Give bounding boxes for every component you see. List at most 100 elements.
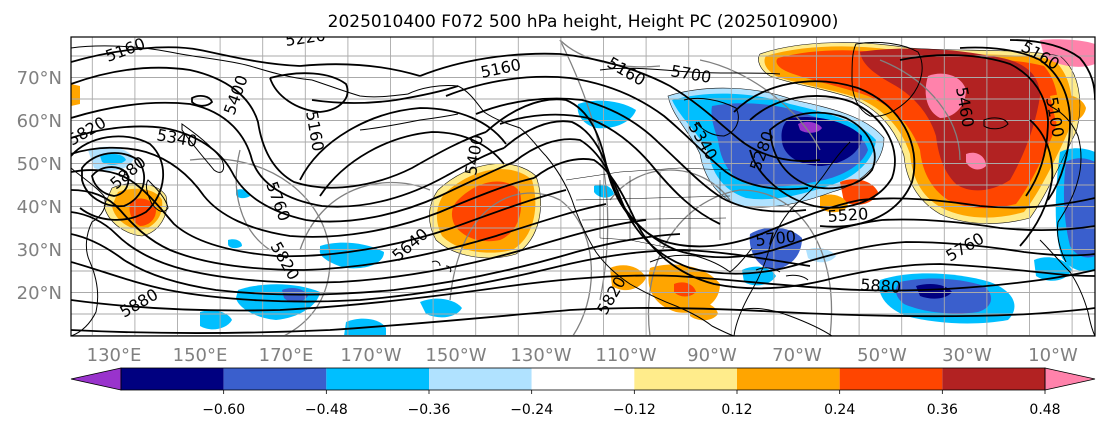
- latitude-tick-label: 70°N: [17, 68, 62, 89]
- latitude-tick-label: 40°N: [17, 197, 62, 218]
- contour-3: [71, 101, 505, 208]
- longitude-tick-label: 30°W: [942, 345, 992, 366]
- contour-eu-1: [899, 54, 1049, 197]
- contour-bering-loop: [269, 72, 349, 113]
- guide-circle-5: [609, 169, 731, 201]
- anomaly-shading: [71, 39, 1095, 336]
- outline-na: [667, 87, 885, 208]
- contour-1: [71, 46, 301, 67]
- shade-npac-sky-4: [420, 298, 462, 318]
- shade-wpac-blue2: [100, 153, 126, 165]
- colorbar-tick-label: −0.48: [305, 402, 348, 418]
- contour-9: [71, 233, 681, 296]
- coast-asia-east: [71, 167, 106, 336]
- guide-circle-7: [699, 59, 821, 151]
- contour-wpac-low-3: [71, 135, 164, 221]
- guide-circle-3: [449, 192, 592, 336]
- contour-arctic-2: [445, 75, 809, 191]
- colorbar-segment: [531, 368, 635, 390]
- shade-natl-pink-3: [966, 152, 986, 170]
- shade-natl-orange-east: [1050, 94, 1086, 124]
- contour-na-1: [485, 98, 1095, 248]
- colorbar-tick-label: 0.48: [1029, 402, 1060, 418]
- contour-10: [71, 249, 811, 303]
- coast-bering: [311, 79, 409, 98]
- longitude-tick-label: 150°W: [425, 345, 486, 366]
- contour-natl-low-3: [733, 80, 916, 228]
- longitude-tick-label: 170°W: [340, 345, 401, 366]
- shade-ca-orangered: [674, 282, 696, 297]
- longitude-tick-label: 50°W: [857, 345, 907, 366]
- contour-arctic-4: [499, 113, 721, 225]
- colorbar-segment: [634, 368, 737, 390]
- colorbar: −0.60 −0.48 −0.36 −0.24 −0.12 0.12 0.24 0.36 0.4…: [70, 367, 1096, 418]
- coast-siberia: [71, 45, 313, 81]
- contour-label: 5880: [860, 275, 902, 297]
- colorbar-tick-label: −0.24: [510, 402, 553, 418]
- colorbar-extend-high: [1044, 367, 1096, 391]
- contour-arctic-3: [475, 97, 807, 213]
- latitude-tick-label: 50°N: [17, 154, 62, 175]
- colorbar-segment: [223, 368, 327, 390]
- contour-cpac-low-2: [319, 131, 505, 197]
- colorbar-tick-label: −0.36: [408, 402, 451, 418]
- coast-alaska: [407, 85, 547, 157]
- colorbar-segment: [737, 368, 840, 390]
- longitude-tick-label: 10°W: [1028, 345, 1078, 366]
- contour-6: [71, 169, 567, 258]
- contour-4: [71, 125, 515, 223]
- colorbar-tick-label: 0.12: [721, 402, 752, 418]
- shade-na-sky-small: [594, 184, 614, 198]
- contour-ak-small: [191, 95, 214, 107]
- shade-wpac-orangered: [129, 198, 156, 226]
- colorbar-tick-label: 0.36: [927, 402, 958, 418]
- longitude-tick-label: 150°E: [173, 345, 228, 366]
- colorbar-segment: [839, 368, 943, 390]
- contour-na-3: [513, 138, 1095, 275]
- map-title: 2025010400 F072 500 hPa height, Height P…: [328, 12, 839, 32]
- contour-label: 5520: [827, 204, 869, 226]
- latitude-tick-label: 30°N: [17, 240, 62, 261]
- colorbar-segment: [121, 368, 224, 390]
- colorbar-tick-label: −0.60: [202, 402, 245, 418]
- outline-natl: [758, 42, 1081, 224]
- contour-natl-low-2: [749, 95, 896, 209]
- border-states-2: [575, 195, 731, 221]
- contour-11: [71, 269, 1095, 312]
- shade-natl-pink: [925, 73, 966, 118]
- coast-europe: [1049, 105, 1082, 263]
- contour-arctic-1: [419, 52, 821, 162]
- guide-circle-9: [235, 149, 271, 251]
- contour-5: [71, 146, 535, 238]
- colorbar-extend-low: [70, 367, 122, 391]
- height-contours: [71, 39, 1095, 334]
- shade-npac-sky-2: [200, 310, 232, 330]
- contour-wpac-low-1: [91, 166, 130, 197]
- shade-ca-orange-1: [610, 265, 646, 291]
- contour-na-4: [533, 158, 1095, 290]
- shade-satl-navy: [916, 284, 952, 299]
- latitude-labels: 20°N 30°N 40°N 50°N 60°N 70°N: [17, 68, 62, 304]
- contour-eu-4: [1019, 119, 1054, 247]
- coast-na-east: [733, 141, 851, 336]
- contour-natl-low-1: [769, 111, 876, 190]
- latitude-tick-label: 60°N: [17, 111, 62, 132]
- contour-12: [71, 306, 1095, 334]
- contour-label: 5700: [754, 227, 796, 250]
- longitude-tick-label: 130°W: [510, 345, 571, 366]
- contour-eu-3: [1009, 39, 1095, 101]
- colorbar-tick-label: −0.12: [613, 402, 656, 418]
- colorbar-segment: [429, 368, 532, 390]
- contour-pac-1: [299, 63, 421, 77]
- colorbar-frame: [120, 367, 1046, 391]
- colorbar-tick-label: 0.24: [824, 402, 855, 418]
- longitude-tick-label: 110°W: [595, 345, 656, 366]
- coast-kamchatka: [181, 123, 225, 173]
- coast-south-america: [739, 307, 833, 336]
- coast-gulf: [649, 247, 753, 273]
- contour-2: [71, 66, 487, 189]
- shade-npac-sky-6: [228, 239, 242, 249]
- coast-africa: [1039, 239, 1095, 336]
- longitude-tick-label: 130°E: [87, 345, 142, 366]
